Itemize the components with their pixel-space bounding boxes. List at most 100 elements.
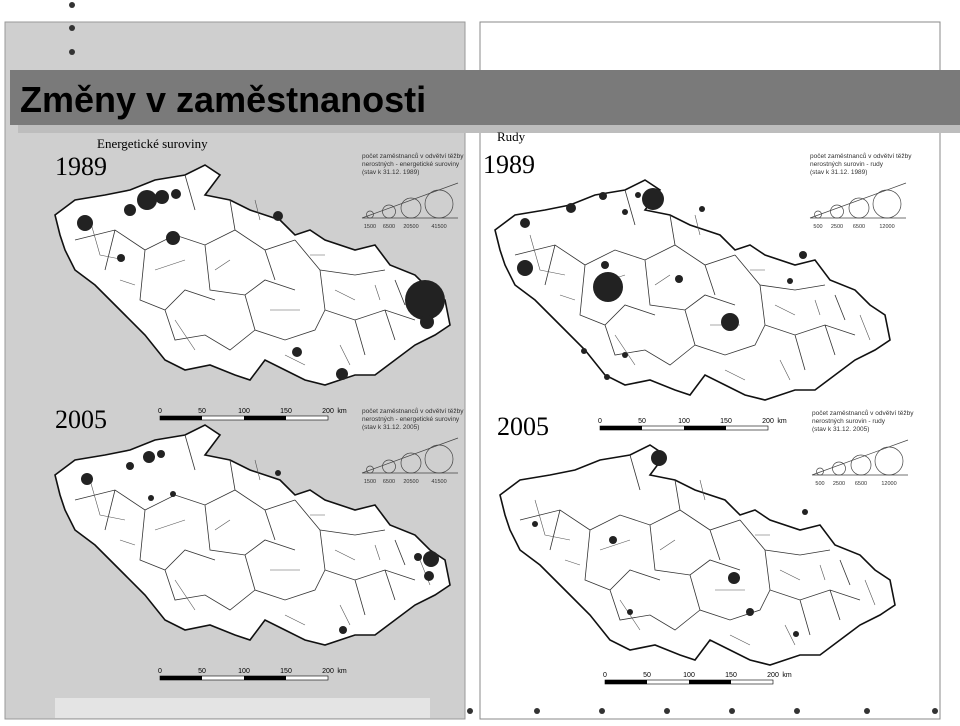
scale-bar-segment	[605, 680, 647, 684]
site-marker	[171, 189, 181, 199]
site-marker	[517, 260, 533, 276]
site-marker	[746, 608, 754, 616]
legend-text: nerostných - energetické suroviny	[362, 161, 460, 168]
legend-circle	[830, 204, 844, 219]
scale-label: 50	[198, 668, 206, 675]
legend-circle	[366, 210, 374, 219]
scale-label: 200	[762, 418, 774, 425]
legend-text: nerostných surovin - rudy	[810, 161, 884, 168]
scale-bar-segment	[244, 676, 286, 680]
legend-circle	[848, 197, 870, 219]
scale-label: 150	[280, 408, 292, 415]
site-marker	[81, 473, 93, 485]
site-marker	[157, 450, 165, 458]
scale-bar-segment	[160, 416, 202, 420]
site-marker	[336, 368, 348, 380]
site-marker	[787, 278, 793, 284]
site-marker	[728, 572, 740, 584]
site-marker	[339, 626, 347, 634]
scale-label: 150	[725, 672, 737, 679]
legend-text: počet zaměstnanců v odvětví těžby	[812, 409, 914, 417]
legend-circle	[382, 204, 396, 219]
legend-circle	[850, 454, 872, 476]
scale-label: km	[782, 672, 792, 679]
site-marker	[627, 609, 633, 615]
site-marker	[699, 206, 705, 212]
site-marker	[126, 462, 134, 470]
legend-size-label: 500	[813, 224, 822, 230]
site-marker	[117, 254, 125, 262]
legend-size-label: 2500	[831, 224, 843, 230]
legend-text: (stav k 31.12. 2005)	[812, 426, 869, 433]
legend-size-label: 41500	[431, 479, 446, 485]
scale-label: km	[337, 408, 347, 415]
map-year: 2005	[55, 405, 107, 434]
site-marker	[604, 374, 610, 380]
legend-size-label: 12000	[879, 224, 894, 230]
site-marker	[642, 188, 664, 210]
legend-circle	[874, 446, 904, 476]
scale-bar-segment	[244, 416, 286, 420]
legend-circle	[872, 189, 902, 219]
map-year: 1989	[483, 150, 535, 179]
legend-circle	[382, 459, 396, 474]
legend-text: nerostných surovin - rudy	[812, 418, 886, 425]
legend-size-label: 6500	[853, 224, 865, 230]
legend-circle	[816, 467, 824, 476]
site-marker	[651, 450, 667, 466]
scale-label: 100	[678, 418, 690, 425]
site-marker	[532, 521, 538, 527]
legend-text: nerostných - energetické suroviny	[362, 416, 460, 423]
legend-circle	[400, 197, 422, 219]
site-marker	[137, 190, 157, 210]
legend-circle	[424, 444, 454, 474]
legend-text: (stav k 31.12. 2005)	[362, 424, 419, 431]
scale-label: 0	[158, 668, 162, 675]
legend-size-label: 41500	[431, 224, 446, 230]
site-marker	[292, 347, 302, 357]
bullets	[69, 2, 938, 714]
site-marker	[155, 190, 169, 204]
site-marker	[405, 280, 445, 320]
scale-label: 200	[767, 672, 779, 679]
map-year: 2005	[497, 412, 549, 441]
legend-circle	[400, 452, 422, 474]
site-marker	[799, 251, 807, 259]
legend-size-label: 6500	[855, 481, 867, 487]
legend-size-label: 20500	[403, 479, 418, 485]
scale-label: 0	[158, 408, 162, 415]
map	[54, 424, 451, 646]
map-year: 1989	[55, 152, 107, 181]
site-marker	[424, 571, 434, 581]
site-marker	[273, 211, 283, 221]
site-marker	[414, 553, 422, 561]
legend-text: (stav k 31.12. 1989)	[362, 169, 419, 176]
legend-size-label: 6500	[383, 224, 395, 230]
site-marker	[520, 218, 530, 228]
scale-label: 50	[198, 408, 206, 415]
scale-label: 200	[322, 668, 334, 675]
scale-bar-segment	[160, 676, 202, 680]
site-marker	[635, 192, 641, 198]
legend-circle	[814, 210, 822, 219]
scale-label: 50	[643, 672, 651, 679]
site-marker	[802, 509, 808, 515]
legend-size-label: 20500	[403, 224, 418, 230]
site-marker	[275, 470, 281, 476]
legend-size-label: 6500	[383, 479, 395, 485]
legend-text: počet zaměstnanců v odvětví těžby	[362, 407, 464, 415]
legend-text: (stav k 31.12. 1989)	[810, 169, 867, 176]
map	[54, 164, 451, 386]
scale-label: km	[777, 418, 787, 425]
panel-heading: Rudy	[497, 129, 526, 144]
scale-bar-segment	[684, 426, 726, 430]
legend-size-label: 2500	[833, 481, 845, 487]
scale-label: 0	[598, 418, 602, 425]
site-marker	[77, 215, 93, 231]
site-marker	[622, 209, 628, 215]
scale-label: 100	[238, 408, 250, 415]
legend-size-label: 1500	[364, 479, 376, 485]
site-marker	[566, 203, 576, 213]
